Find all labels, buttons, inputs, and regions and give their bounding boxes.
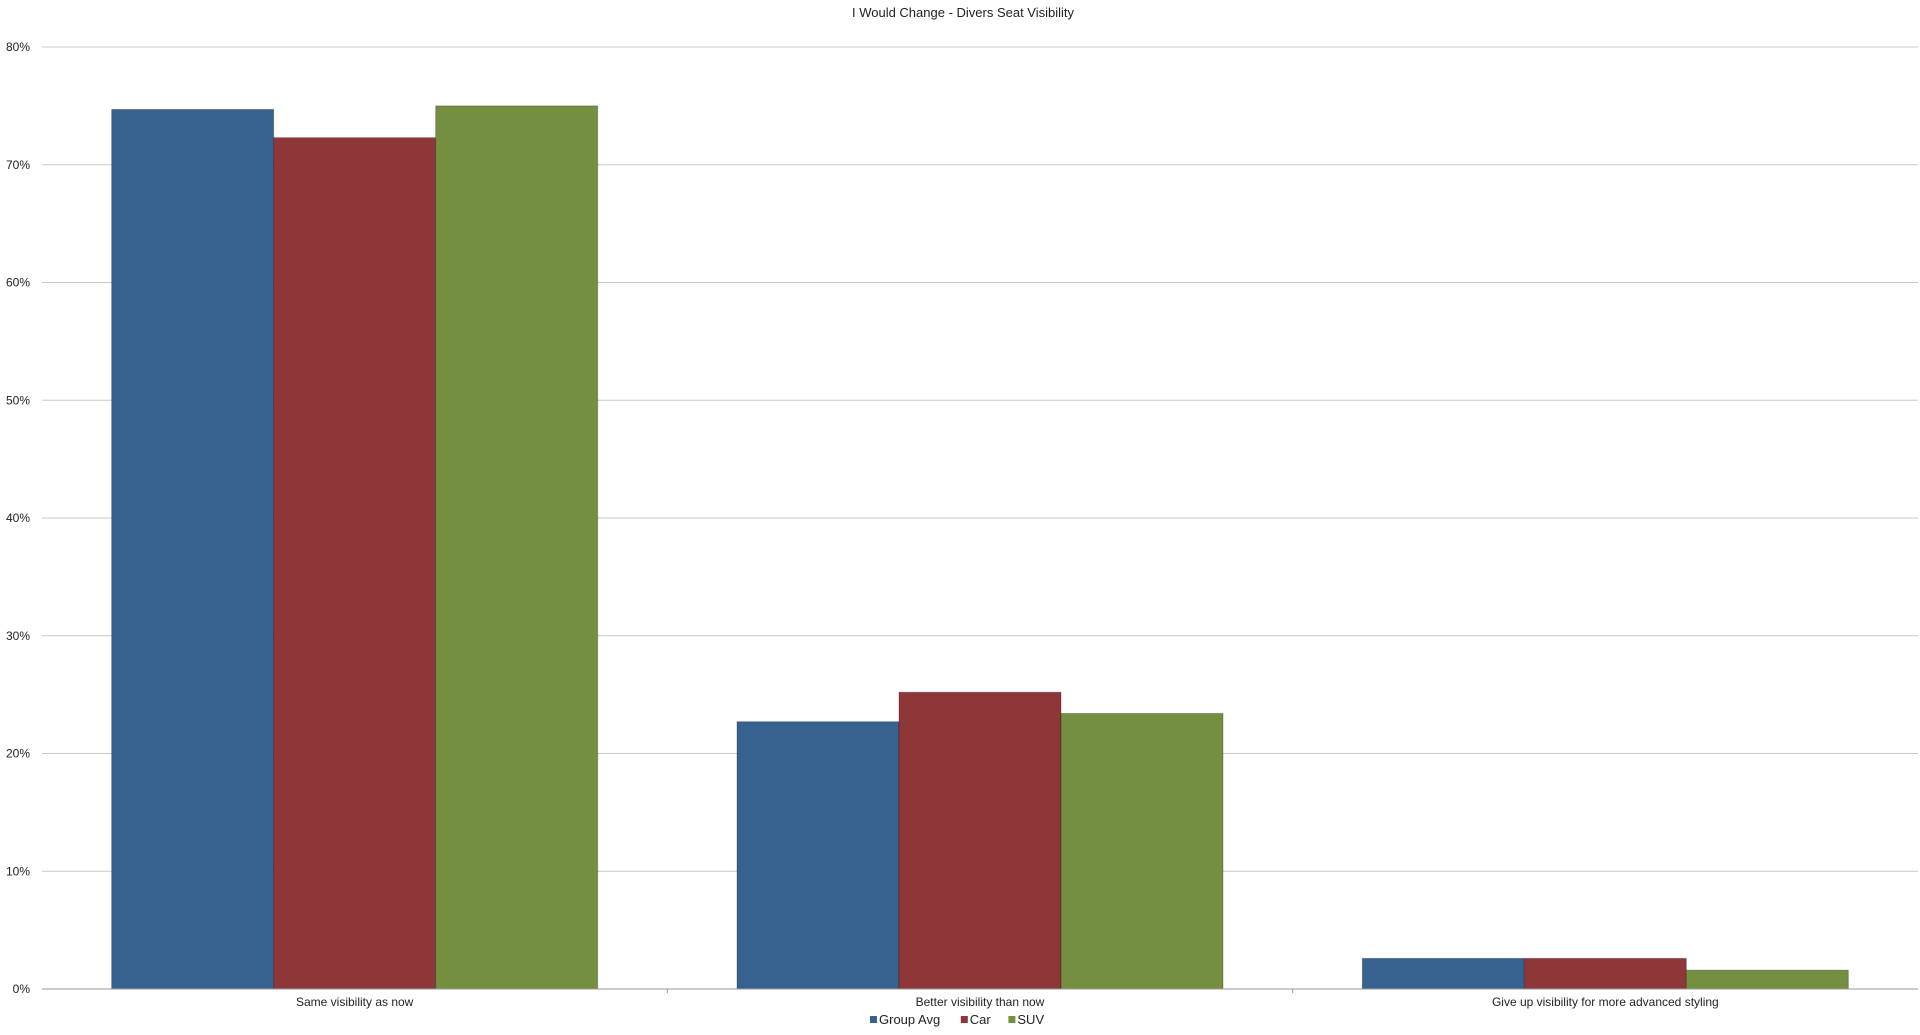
bar-group-avg [1361,957,1525,990]
y-tick-label: 30% [6,629,30,643]
y-tick-label: 0% [13,982,31,996]
y-tick-label: 20% [6,747,30,761]
bar-car [1523,957,1687,990]
bar-suv [435,105,599,990]
legend-item-group-avg[interactable]: Group Avg [870,1012,940,1027]
bar-group-avg [736,721,900,990]
y-tick-label: 80% [6,40,30,54]
y-tick-label: 50% [6,393,30,407]
legend-label: Car [970,1012,992,1027]
legend-item-suv[interactable]: SUV [1008,1012,1044,1027]
y-tick-label: 10% [6,864,30,878]
legend-swatch [870,1016,877,1023]
legend-label: SUV [1017,1012,1044,1027]
x-category-label: Give up visibility for more advanced sty… [1492,995,1719,1009]
legend-label: Group Avg [879,1012,940,1027]
x-category-label: Same visibility as now [296,995,414,1009]
legend-item-car[interactable]: Car [960,1012,992,1027]
y-axis-tick-labels: 0% 10% 20% 30% 40% 50% 60% 70% 80% [6,40,30,996]
legend-swatch [960,1016,968,1023]
x-axis-category-labels: Same visibility as now Better visibility … [296,995,1719,1009]
x-category-label: Better visibility than now [916,995,1045,1009]
bar-car [273,137,437,990]
bar-suv [1685,969,1849,990]
x-axis [42,988,1918,993]
legend: Group Avg Car SUV [870,1012,1044,1027]
bar-group-avg [111,108,275,990]
y-tick-label: 60% [6,276,30,290]
y-tick-label: 40% [6,511,30,525]
bars [111,105,1849,990]
chart-title: I Would Change - Divers Seat Visibility [852,5,1075,20]
y-tick-label: 70% [6,158,30,172]
bar-car [898,691,1062,990]
bar-suv [1060,712,1224,990]
legend-swatch [1008,1016,1016,1023]
